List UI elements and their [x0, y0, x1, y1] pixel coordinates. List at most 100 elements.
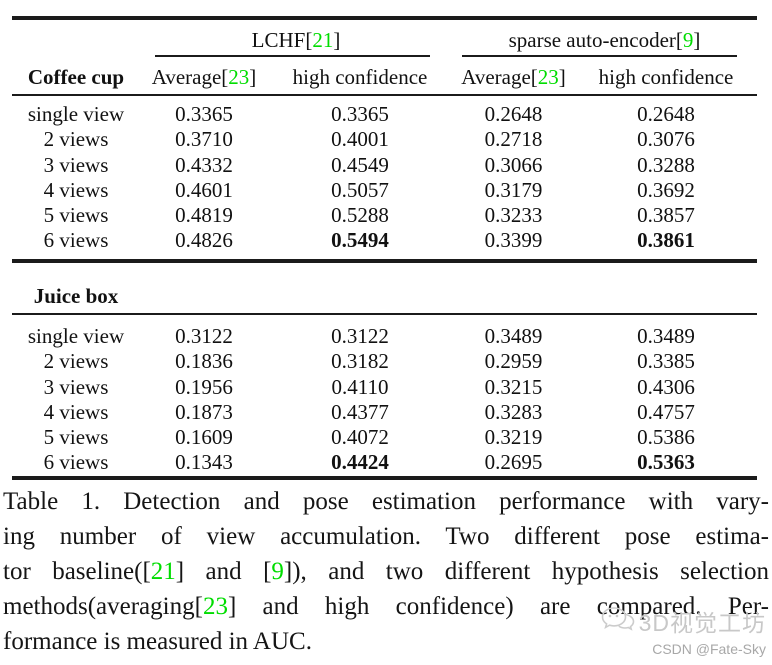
row-label: 2 views	[43, 127, 109, 152]
cell-value: 0.1956	[175, 374, 233, 399]
cell-value: 0.3857	[637, 203, 695, 228]
table-row: 2 views 0.3710 0.4001 0.2718 0.3076	[12, 127, 757, 152]
cell-value: 0.1873	[175, 399, 233, 424]
section-label-coffee-cup: Coffee cup	[27, 65, 125, 89]
table-row: 5 views 0.1609 0.4072 0.3219 0.5386	[12, 425, 757, 450]
citation-ref-21[interactable]: 21	[312, 28, 334, 52]
cell-value: 0.2695	[484, 450, 543, 475]
col-header-high-confidence-2: high confidence	[598, 65, 734, 89]
empty-cell	[268, 282, 452, 310]
group-header-row: LCHF[21] sparse auto-encoder[9]	[12, 26, 757, 54]
caption-text: tor baseline([	[3, 558, 151, 585]
col-header-average-1: Average[23]	[140, 62, 268, 92]
cell-value: 0.3233	[484, 203, 543, 228]
cell-value: 0.4377	[331, 399, 389, 424]
table-row: 6 views 0.4826 0.5494 0.3399 0.3861	[12, 228, 757, 253]
cell-value: 0.3283	[484, 399, 543, 424]
avg-bracket: ]	[249, 65, 257, 89]
cell-value: 0.3076	[637, 127, 695, 152]
caption-text: ] and [	[175, 558, 272, 585]
cell-value: 0.4757	[637, 399, 695, 424]
row-label: 5 views	[43, 203, 109, 228]
table-row: 3 views 0.4332 0.4549 0.3066 0.3288	[12, 153, 757, 178]
juice-header-rule	[12, 313, 757, 315]
empty-cell	[140, 282, 268, 310]
table-row: 3 views 0.1956 0.4110 0.3215 0.4306	[12, 375, 757, 400]
row-label: 4 views	[43, 399, 109, 424]
cell-value-best: 0.4424	[331, 450, 389, 475]
group1-bracket: ]	[333, 28, 341, 52]
group1-text: LCHF[	[251, 28, 313, 52]
caption-text: ]), and two different hypothesis selecti…	[283, 558, 769, 585]
cmidrule-sparse	[462, 55, 737, 57]
citation-ref-23[interactable]: 23	[202, 593, 228, 620]
juice-box-rows: single view 0.3122 0.3122 0.3489 0.3489 …	[12, 324, 757, 476]
table-top-rule	[12, 16, 757, 20]
table-row: 6 views 0.1343 0.4424 0.2695 0.5363	[12, 450, 757, 475]
row-label: 6 views	[43, 228, 109, 253]
table-row: 2 views 0.1836 0.3182 0.2959 0.3385	[12, 349, 757, 374]
row-label: 3 views	[43, 374, 109, 399]
empty-cell	[452, 282, 575, 310]
cell-value: 0.3288	[637, 152, 695, 177]
row-label: 6 views	[43, 450, 109, 475]
cell-value: 0.1609	[175, 425, 233, 450]
cell-value: 0.3489	[637, 324, 695, 348]
cell-value-best: 0.5363	[637, 450, 695, 475]
caption-line: methods(averaging[23] and high confidenc…	[3, 589, 769, 624]
row-label: single view	[27, 324, 125, 348]
cell-value: 0.4332	[175, 152, 233, 177]
group2-text: sparse auto-encoder[	[508, 28, 683, 52]
row-label: 5 views	[43, 425, 109, 450]
citation-ref-9[interactable]: 9	[682, 28, 694, 52]
cell-value: 0.4110	[331, 374, 389, 399]
avg-bracket: ]	[558, 65, 566, 89]
citation-ref-23[interactable]: 23	[228, 65, 250, 89]
citation-ref-9[interactable]: 9	[271, 558, 284, 585]
cell-value: 0.3122	[175, 324, 233, 348]
cell-value: 0.3066	[484, 152, 543, 177]
cell-value: 0.5386	[637, 425, 695, 450]
citation-ref-21[interactable]: 21	[150, 558, 176, 585]
cell-value: 0.4819	[175, 203, 233, 228]
table-bottom-rule	[12, 476, 757, 480]
cell-value: 0.4826	[175, 228, 233, 253]
cell-value: 0.2718	[484, 127, 543, 152]
chat-bubbles-logo-icon	[601, 606, 635, 637]
avg-text: Average[	[461, 65, 538, 89]
cell-value: 0.3399	[484, 228, 543, 253]
coffee-cup-rows: single view 0.3365 0.3365 0.2648 0.2648 …	[12, 102, 757, 254]
caption-text: ] and high confidence) are compared. Per…	[227, 593, 769, 620]
watermark-credit-text: CSDN @Fate-Sky	[652, 641, 766, 657]
cell-value: 0.3692	[637, 177, 695, 202]
citation-ref-23[interactable]: 23	[537, 65, 559, 89]
cell-value: 0.4601	[175, 177, 233, 202]
table-row: single view 0.3122 0.3122 0.3489 0.3489	[12, 324, 757, 349]
row-label: single view	[27, 102, 125, 126]
section-divider-rule	[12, 259, 757, 263]
cell-value: 0.3385	[637, 349, 695, 374]
column-header-row: Coffee cup Average[23] high confidence A…	[12, 62, 757, 92]
header-rule	[12, 94, 757, 96]
cell-value: 0.3219	[484, 425, 543, 450]
table-caption: Table 1. Detection and pose estimation p…	[3, 484, 769, 659]
cell-value: 0.5288	[331, 203, 389, 228]
cell-value: 0.3215	[484, 374, 543, 399]
cmidrule-lchf	[155, 55, 430, 57]
group-header-sparse-autoencoder: sparse auto-encoder[9]	[452, 26, 757, 54]
section-label-juice-box: Juice box	[33, 284, 119, 308]
group-header-lchf: LCHF[21]	[140, 26, 452, 54]
cell-value: 0.3365	[175, 102, 233, 126]
row-label: 2 views	[43, 349, 109, 374]
cell-value: 0.3122	[331, 324, 389, 348]
juice-box-header-row: Juice box	[12, 282, 757, 310]
cell-value: 0.5057	[331, 177, 389, 202]
cell-value: 0.1836	[175, 349, 233, 374]
cell-value: 0.2648	[484, 102, 543, 126]
caption-line: formance is measured in AUC.	[3, 628, 312, 655]
table-row: 4 views 0.4601 0.5057 0.3179 0.3692	[12, 178, 757, 203]
empty-cell	[575, 282, 757, 310]
cell-value: 0.3182	[331, 349, 389, 374]
cell-value: 0.4072	[331, 425, 389, 450]
table-row: single view 0.3365 0.3365 0.2648 0.2648	[12, 102, 757, 127]
